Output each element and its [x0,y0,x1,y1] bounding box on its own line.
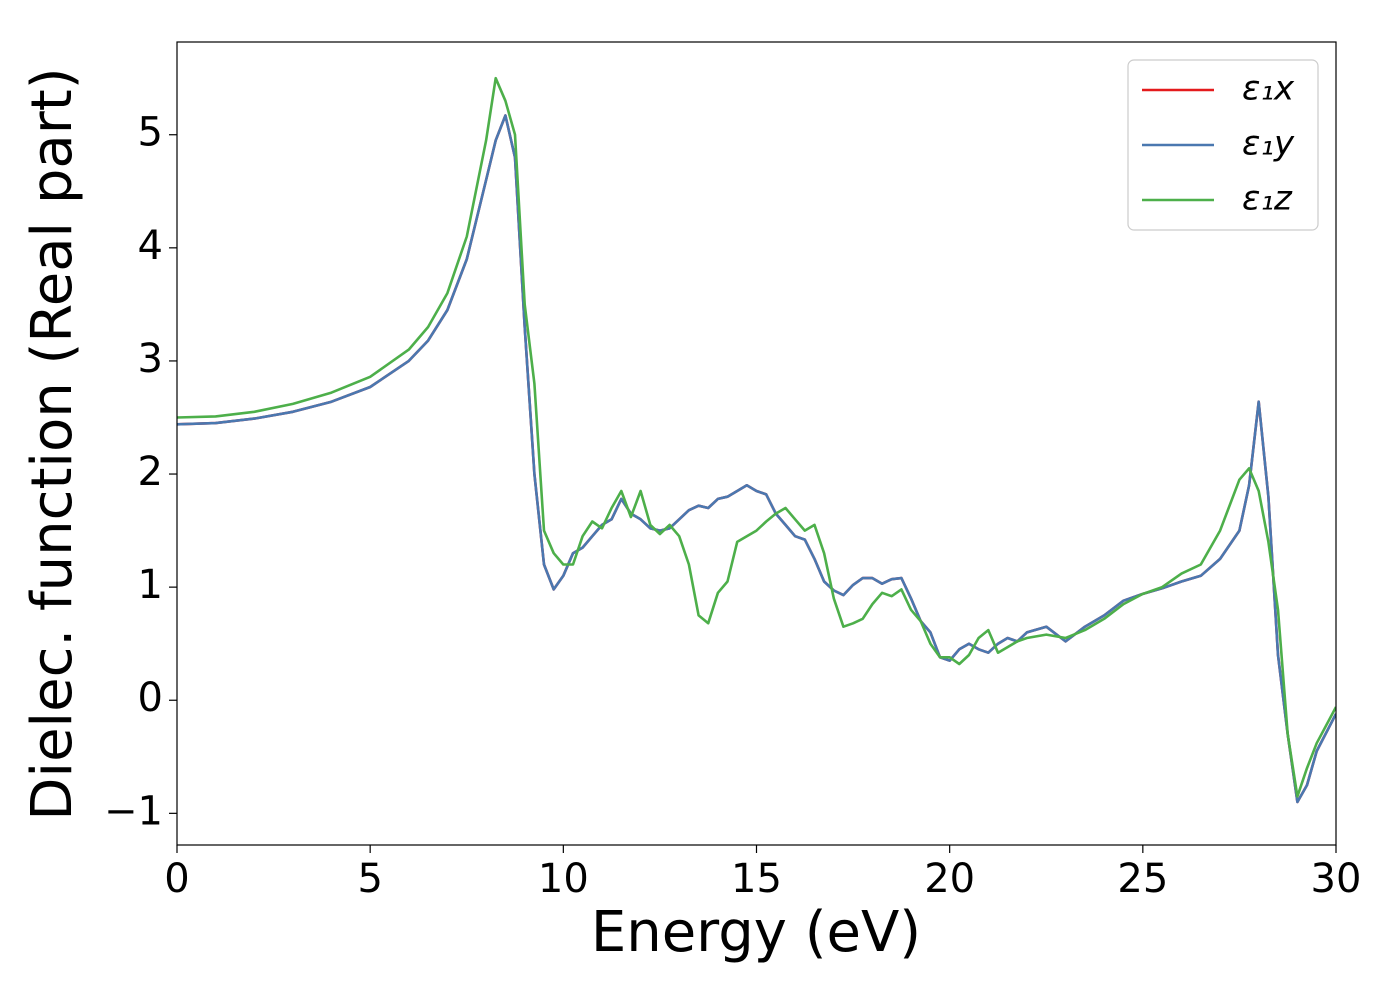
plot-frame [176,41,1337,846]
y-tick-label: 3 [138,336,163,382]
legend-box [1127,59,1319,231]
x-tick-label: 15 [731,856,782,902]
y-tick-label: 1 [138,562,163,608]
x-axis-label: Energy (eV) [591,900,921,965]
x-tick-label: 30 [1311,856,1362,902]
series-line [177,76,1336,798]
x-tick-label: 25 [1117,856,1168,902]
y-tick-label: 5 [138,110,163,156]
legend-label: ε₁x [1242,69,1295,109]
y-axis-label: Dielec. function (Real part) [20,67,85,820]
y-tick-label: 2 [138,449,163,495]
x-tick-label: 5 [357,856,382,902]
x-tick-label: 0 [164,856,189,902]
legend-label: ε₁z [1242,179,1293,219]
y-tick-label: 0 [138,675,163,721]
y-tick-label: 4 [138,223,163,269]
legend-label: ε₁y [1242,124,1295,164]
y-tick-label: −1 [104,788,163,834]
x-tick-label: 10 [538,856,589,902]
x-tick-label: 20 [924,856,975,902]
